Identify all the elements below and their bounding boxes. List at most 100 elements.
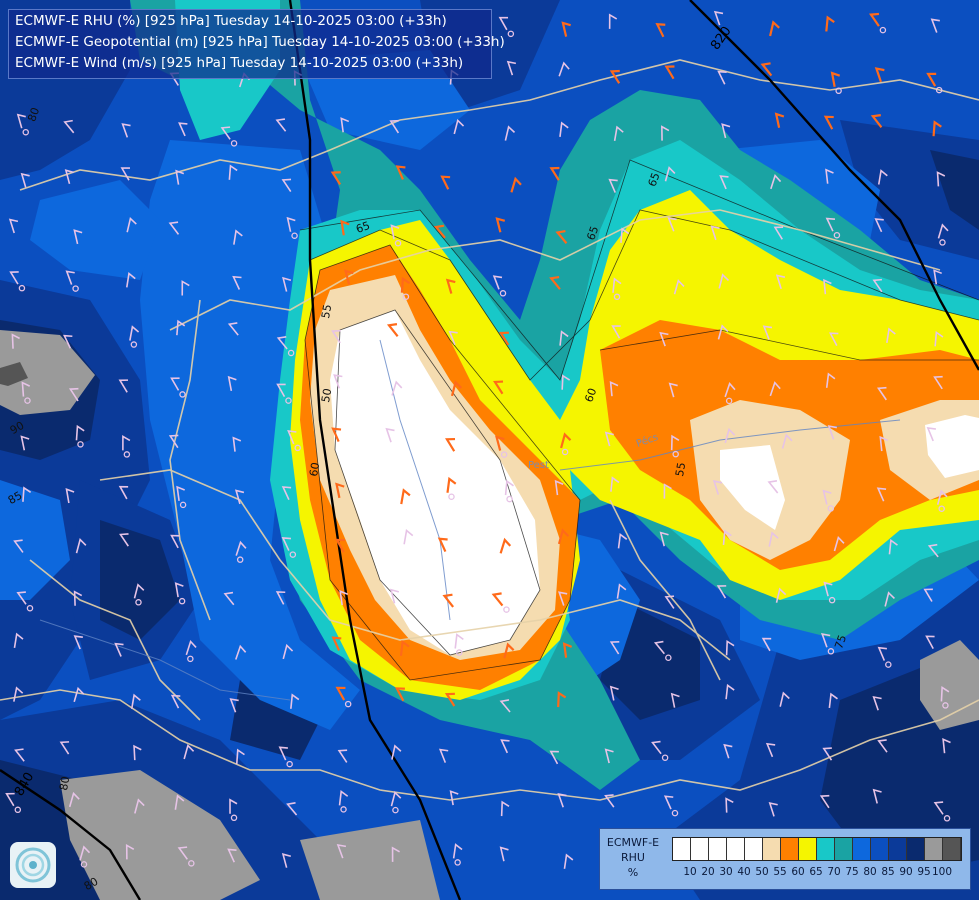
wind-barb: [823, 278, 832, 295]
wind-barb: [65, 487, 75, 504]
wind-barb: [281, 853, 291, 868]
wind-barb: [773, 226, 784, 240]
calm-wind-marker: [885, 661, 892, 668]
rhu-label-65b: 65: [646, 171, 663, 189]
wind-barb: [872, 788, 882, 804]
wind-barb: [825, 372, 836, 388]
wind-barb: [775, 274, 786, 290]
wind-barb: [926, 427, 936, 442]
wind-barb: [452, 843, 463, 859]
wind-barb: [168, 221, 180, 235]
wind-barb: [9, 271, 19, 285]
wind-barb: [8, 218, 19, 234]
wind-barb: [668, 382, 678, 398]
wind-barb: [79, 845, 91, 861]
wind-barb: [386, 323, 399, 337]
legend-tick-label: 95: [917, 866, 931, 878]
wind-barb: [73, 686, 85, 703]
wind-barb: [498, 16, 509, 31]
wind-barb: [235, 540, 247, 556]
wind-barb: [608, 178, 618, 193]
wind-barb: [175, 169, 185, 185]
wind-barb: [877, 646, 887, 661]
wind-barb: [63, 334, 73, 349]
wind-barb: [868, 12, 880, 27]
wind-barb: [872, 278, 883, 293]
wind-barb: [822, 489, 832, 505]
wind-barb: [445, 437, 456, 452]
wind-barb: [11, 333, 20, 349]
calm-wind-marker: [661, 754, 669, 761]
wind-barb: [933, 269, 942, 285]
wind-barb: [762, 325, 773, 340]
wind-barb: [925, 635, 935, 650]
wind-barb: [504, 479, 514, 496]
wind-barb: [449, 790, 459, 806]
wind-barb: [121, 123, 131, 138]
rhu-label-80b: 80: [57, 775, 72, 791]
wind-barb: [286, 802, 298, 816]
wind-barb: [558, 61, 570, 77]
wind-barb: [933, 801, 944, 815]
wind-barb: [229, 698, 239, 713]
wind-barb: [722, 529, 732, 546]
wind-barb: [503, 642, 515, 659]
wind-barb: [613, 125, 624, 141]
title-box: ECMWF-E RHU (%) [925 hPa] Tuesday 14-10-…: [8, 9, 505, 79]
wind-barb: [872, 695, 882, 711]
wind-barb: [930, 18, 940, 33]
wind-barb: [65, 270, 75, 285]
wind-barb: [177, 846, 188, 860]
wind-barb: [174, 794, 185, 810]
calm-wind-marker: [340, 806, 347, 813]
wind-barb: [781, 433, 793, 449]
wind-barb: [879, 435, 889, 452]
wind-barb: [185, 639, 197, 656]
wind-barb: [765, 742, 776, 758]
wind-barb: [936, 171, 946, 187]
calm-wind-marker: [402, 293, 410, 300]
wind-barb: [876, 386, 887, 401]
wind-barb: [331, 329, 341, 344]
calm-wind-marker: [77, 441, 84, 448]
provider-logo: [10, 842, 56, 888]
place-label-pest: Pest: [528, 460, 549, 471]
wind-barb: [276, 336, 288, 350]
rhu-label-55b: 55: [673, 461, 688, 477]
wind-barb: [557, 793, 567, 808]
wind-barbs: [5, 10, 951, 869]
wind-barb: [133, 744, 142, 761]
wind-barb: [717, 324, 729, 340]
wind-barb: [278, 746, 288, 761]
calm-wind-marker: [178, 597, 186, 605]
wind-barb: [233, 229, 243, 245]
calm-wind-marker: [448, 493, 455, 500]
wind-barb: [616, 583, 627, 599]
wind-barb: [559, 330, 569, 346]
wind-barb: [446, 476, 457, 493]
calm-wind-marker: [561, 448, 569, 456]
wind-barb: [170, 534, 180, 549]
wind-barb: [604, 431, 614, 447]
calm-wind-marker: [236, 556, 244, 563]
wind-barb: [769, 381, 781, 397]
wind-barb: [227, 322, 239, 336]
wind-barb: [769, 20, 780, 37]
wind-barb: [723, 743, 733, 759]
wind-barb: [232, 275, 242, 290]
wind-barb: [331, 636, 342, 651]
wind-barb: [664, 65, 675, 80]
calm-wind-marker: [188, 860, 195, 867]
wind-barb: [609, 641, 620, 655]
wind-barb: [604, 748, 614, 764]
wind-barb: [940, 686, 950, 702]
wind-barb: [335, 686, 346, 701]
calm-wind-marker: [454, 859, 461, 866]
wind-barb: [611, 325, 621, 339]
calm-wind-marker: [507, 30, 515, 38]
wind-barb: [620, 227, 630, 243]
wind-barb: [830, 71, 841, 88]
calm-wind-marker: [26, 604, 34, 612]
wind-barb: [825, 168, 834, 184]
wind-barb: [770, 174, 782, 190]
